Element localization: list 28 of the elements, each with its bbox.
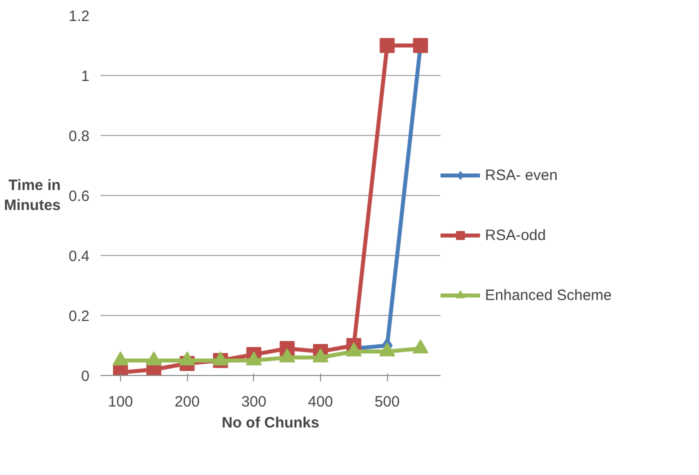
point	[279, 348, 296, 362]
point	[112, 351, 128, 366]
point	[246, 351, 262, 366]
point	[179, 351, 196, 366]
y-axis-title: Time in Minutes	[4, 176, 61, 214]
legend-label: RSA- even	[485, 166, 558, 184]
x-tick-label: 400	[308, 394, 334, 410]
x-axis-title: No of Chunks	[222, 414, 320, 432]
y-tick-label: 0.4	[68, 248, 90, 265]
y-tick-label: 1	[81, 68, 90, 85]
x-tick-label: 500	[374, 394, 400, 410]
point	[379, 342, 396, 356]
legend-label: Enhanced Scheme	[485, 286, 612, 304]
y-tick-label: 1.2	[68, 8, 90, 25]
x-tick-label: 200	[174, 394, 200, 410]
x-tick-label: 100	[108, 394, 134, 410]
point	[380, 38, 395, 53]
point	[312, 348, 328, 362]
y-tick-label: 0.2	[68, 308, 90, 325]
y-tick-label: 0.6	[68, 188, 90, 205]
point	[212, 351, 228, 366]
y-tick-label: 0.8	[68, 128, 90, 145]
y-tick-label: 0	[81, 368, 90, 385]
point	[146, 351, 162, 366]
point	[346, 342, 362, 356]
legend-label: RSA-odd	[485, 226, 546, 244]
point	[412, 339, 428, 354]
x-tick-label: 300	[241, 394, 266, 410]
